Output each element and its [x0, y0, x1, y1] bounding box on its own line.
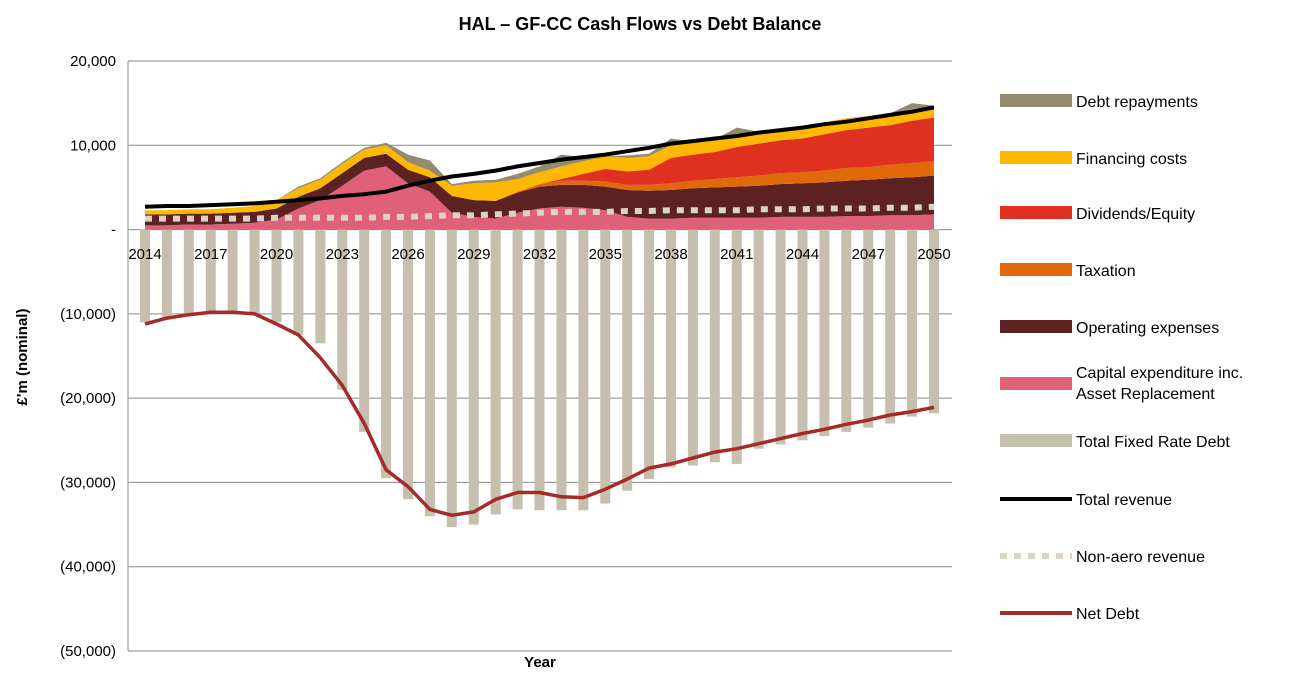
debt-bar — [271, 229, 282, 323]
legend-label: Dividends/Equity — [1076, 206, 1195, 223]
legend-label: Capital expenditure inc. — [1076, 365, 1243, 382]
x-tick-label: 2050 — [917, 246, 950, 263]
axis-layer: 20,000 10,000 - (10,000) (20,000) (30,000) (40… — [60, 53, 951, 660]
debt-bar — [227, 229, 238, 314]
debt-bar — [403, 229, 413, 500]
legend-swatch — [1000, 434, 1072, 447]
x-axis-title: Year — [524, 654, 556, 671]
debt-bar — [468, 229, 479, 525]
debt-bar — [381, 229, 392, 479]
legend: Debt repayments Financing costs Dividends/… — [1000, 94, 1243, 623]
debt-bar — [140, 229, 150, 323]
legend-label: Operating expenses — [1076, 320, 1219, 337]
debt-bar — [446, 229, 457, 528]
debt-bar — [534, 229, 545, 511]
debt-bar — [512, 229, 523, 510]
legend-label: Non-aero revenue — [1076, 549, 1205, 566]
debt-bar — [709, 229, 720, 463]
legend-swatch — [1000, 263, 1072, 276]
x-tick-label: 2044 — [786, 246, 819, 263]
x-tick-label: 2029 — [457, 246, 490, 263]
debt-bar — [687, 229, 698, 466]
debt-bar — [600, 229, 611, 504]
x-tick-label: 2038 — [654, 246, 687, 263]
legend-label: Total revenue — [1076, 492, 1172, 509]
legend-label: Taxation — [1076, 263, 1136, 280]
debt-bar — [819, 229, 830, 437]
legend-label: Financing costs — [1076, 151, 1187, 168]
x-tick-label: 2032 — [523, 246, 556, 263]
debt-bar — [644, 229, 655, 480]
y-tick-label: (40,000) — [60, 559, 116, 576]
y-tick-label: (50,000) — [60, 643, 116, 660]
x-tick-label: 2026 — [391, 246, 424, 263]
debt-bar — [183, 229, 194, 316]
x-tick-label: 2035 — [589, 246, 622, 263]
debt-bar — [731, 229, 742, 464]
legend-label: Asset Replacement — [1076, 386, 1215, 403]
x-tick-label: 2047 — [852, 246, 885, 263]
debt-bar — [556, 229, 567, 511]
legend-label: Net Debt — [1076, 606, 1140, 623]
debt-bar — [205, 229, 216, 314]
y-tick-label: - — [111, 222, 116, 239]
debt-bar — [359, 229, 370, 432]
legend-swatch — [1000, 151, 1072, 164]
debt-bar — [753, 229, 764, 449]
area-series — [145, 117, 934, 215]
line-series — [145, 203, 935, 222]
debt-bar — [249, 229, 260, 314]
y-tick-label: 10,000 — [70, 137, 116, 154]
area-series — [145, 103, 934, 211]
debt-bar — [929, 229, 939, 414]
y-tick-label: (20,000) — [60, 390, 116, 407]
area-series — [145, 153, 934, 215]
bar-layer — [140, 229, 939, 528]
line-series — [144, 105, 935, 209]
debt-bar — [293, 229, 304, 335]
y-axis-title: £'m (nominal) — [14, 309, 31, 406]
x-tick-label: 2017 — [194, 246, 227, 263]
legend-swatch — [1000, 377, 1072, 390]
y-tick-label: (30,000) — [60, 474, 116, 491]
debt-bar — [161, 229, 172, 319]
debt-bar — [622, 229, 633, 491]
line-series — [144, 310, 935, 518]
debt-bar — [797, 229, 808, 441]
line-layer — [144, 105, 935, 518]
debt-bar — [578, 229, 589, 511]
x-tick-label: 2023 — [326, 246, 359, 263]
debt-bar — [775, 229, 786, 445]
debt-bar — [841, 229, 852, 432]
debt-bar — [315, 229, 326, 344]
x-tick-label: 2020 — [260, 246, 293, 263]
debt-bar — [885, 229, 896, 424]
legend-swatch — [1000, 320, 1072, 333]
legend-swatch — [1000, 206, 1072, 219]
debt-bar — [666, 229, 676, 468]
legend-label: Total Fixed Rate Debt — [1076, 434, 1230, 451]
debt-bar — [863, 229, 874, 428]
legend-swatch — [1000, 94, 1072, 107]
debt-bar — [490, 229, 501, 515]
x-tick-label: 2041 — [720, 246, 753, 263]
debt-bar — [424, 229, 435, 517]
debt-bar — [907, 229, 918, 417]
x-tick-label: 2014 — [128, 246, 161, 263]
area-series — [145, 166, 934, 230]
y-tick-label: 20,000 — [70, 53, 116, 70]
legend-label: Debt repayments — [1076, 94, 1198, 111]
chart-title: HAL – GF-CC Cash Flows vs Debt Balance — [459, 14, 822, 34]
debt-bar — [337, 229, 348, 390]
y-tick-label: (10,000) — [60, 306, 116, 323]
